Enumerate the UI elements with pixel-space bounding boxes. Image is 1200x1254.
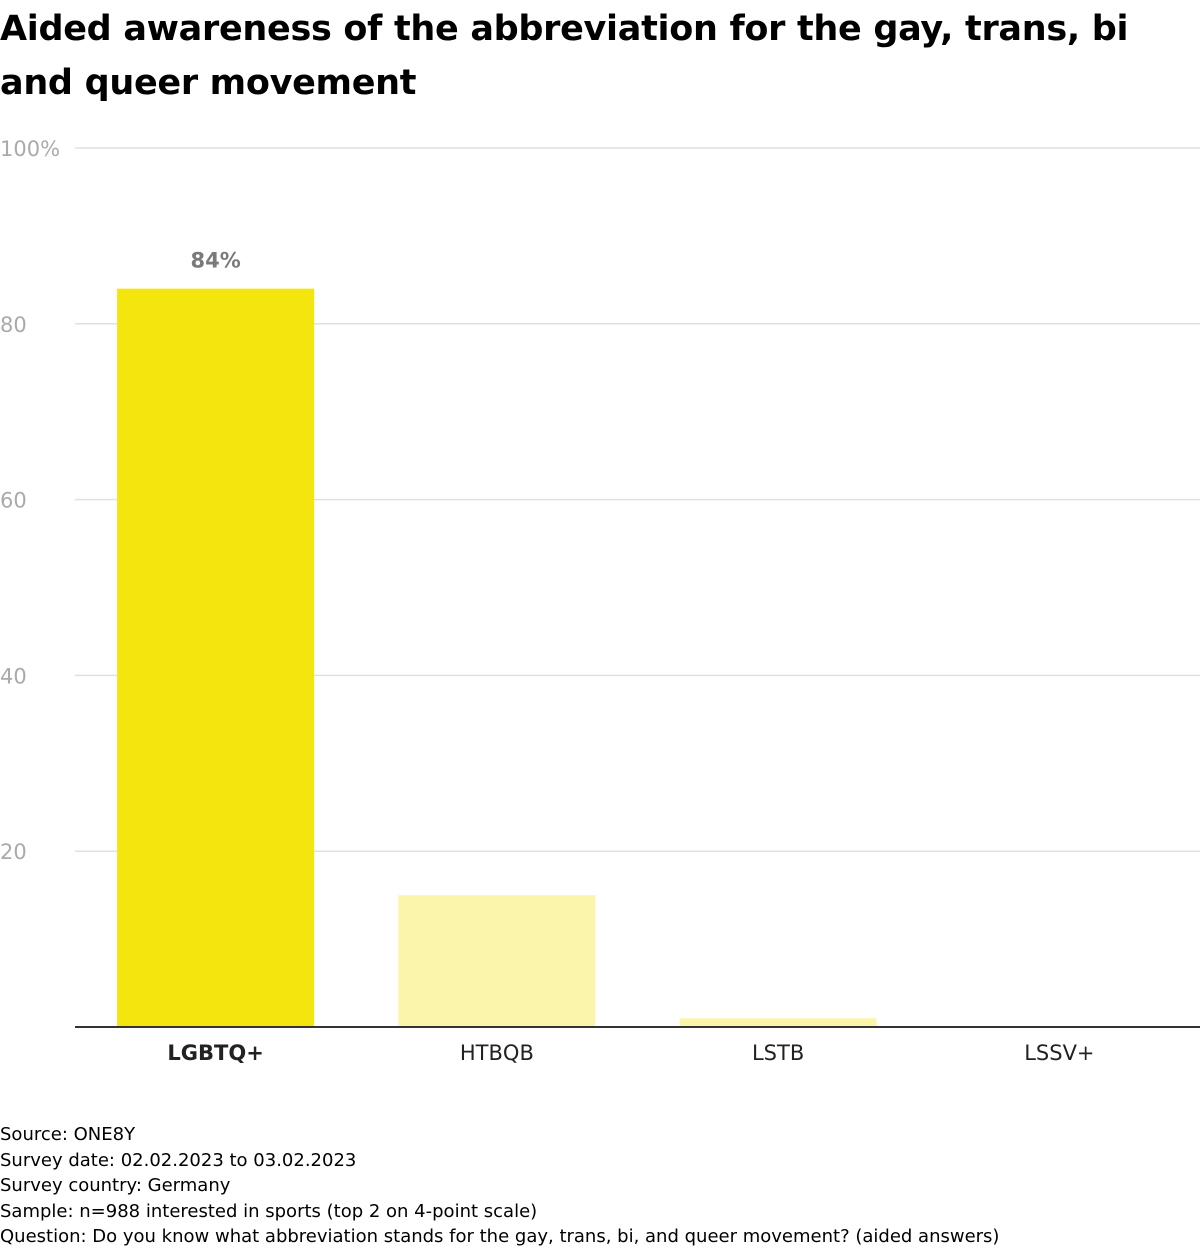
bar: [398, 895, 596, 1027]
chart-footer: Source: ONE8Y Survey date: 02.02.2023 to…: [0, 1122, 1200, 1250]
x-tick-label: LSTB: [752, 1041, 804, 1065]
question-note: Question: Do you know what abbreviation …: [0, 1226, 1000, 1247]
survey-country-note: Survey country: Germany: [0, 1175, 231, 1196]
y-tick-label: 60: [0, 489, 27, 513]
x-tick-label: LGBTQ+: [167, 1041, 263, 1065]
source-note: Source: ONE8Y: [0, 1124, 136, 1145]
y-tick-label: 40: [0, 664, 27, 688]
y-tick-label: 20: [0, 840, 27, 864]
y-tick-label: 100%: [0, 137, 60, 161]
bar-chart: 20 40 60 80 100% 84% LGBTQ+ HTBQB LSTB LSSV+: [0, 137, 1200, 1065]
bar: [679, 1018, 877, 1027]
survey-date-note: Survey date: 02.02.2023 to 03.02.2023: [0, 1149, 357, 1171]
bar: [117, 288, 315, 1027]
data-label: 84%: [190, 249, 240, 273]
x-tick-label: LSSV+: [1024, 1041, 1094, 1065]
y-tick-label: 80: [0, 313, 27, 337]
chart-title: Aided awareness of the abbreviation for …: [0, 9, 1129, 103]
x-tick-label: HTBQB: [460, 1041, 534, 1065]
sample-note: Sample: n=988 interested in sports (top …: [0, 1200, 538, 1222]
